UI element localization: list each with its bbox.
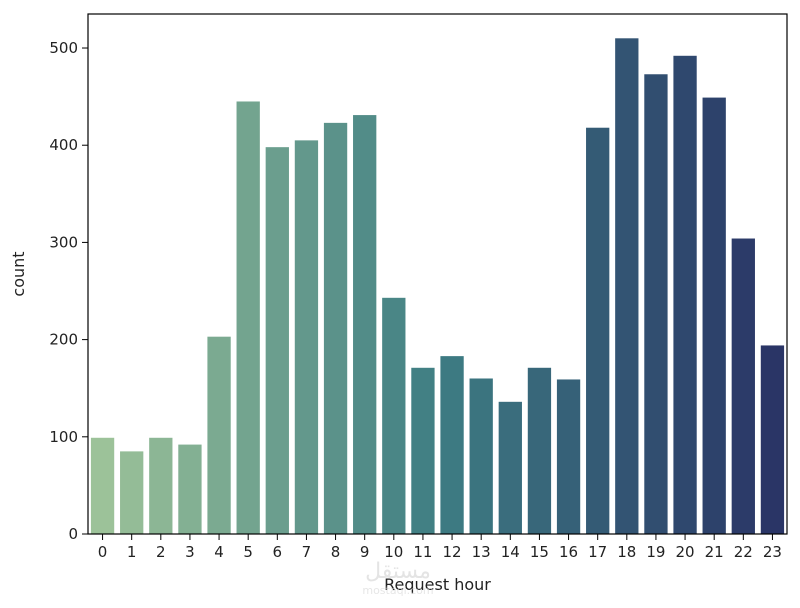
- x-tick-label: 23: [763, 543, 782, 561]
- bar-hour-12: [440, 356, 464, 534]
- bar-hour-22: [731, 238, 755, 534]
- bar-hour-1: [120, 451, 144, 534]
- x-tick-label: 11: [413, 543, 432, 561]
- y-axis: 0 100 200 300 400 500: [49, 39, 88, 543]
- watermark-logo: مستقل: [365, 559, 431, 584]
- bar-hour-13: [469, 378, 493, 534]
- x-tick-label: 12: [443, 543, 462, 561]
- watermark-subtext: mostaql.com: [362, 584, 433, 597]
- plot-frame: [87, 13, 788, 535]
- bar-hour-14: [498, 401, 522, 534]
- bar-hour-21: [702, 97, 726, 534]
- bar-hour-18: [615, 38, 639, 535]
- x-tick-label: 4: [214, 543, 224, 561]
- x-tick-label: 19: [646, 543, 665, 561]
- x-tick-label: 14: [501, 543, 520, 561]
- x-axis: 0 1 2 3 4 5 6 7 8 9 10 11 12 13 14 15 16 17 18 19 20 21 22 23: [98, 534, 782, 561]
- x-tick-label: 20: [676, 543, 695, 561]
- x-tick-label: 22: [734, 543, 753, 561]
- x-tick-label: 6: [273, 543, 283, 561]
- x-tick-label: 9: [360, 543, 370, 561]
- bar-hour-8: [323, 122, 348, 535]
- y-axis-label: count: [9, 251, 28, 296]
- bar-hour-5: [236, 101, 260, 534]
- x-tick-label: 1: [127, 543, 137, 561]
- x-axis-label: Request hour: [384, 575, 491, 594]
- bar-hour-3: [178, 444, 202, 534]
- bar-hour-2: [149, 437, 173, 534]
- x-tick-label: 21: [705, 543, 724, 561]
- bar-hour-17: [586, 127, 610, 534]
- y-tick-label: 500: [49, 39, 78, 57]
- x-tick-label: 3: [185, 543, 195, 561]
- x-tick-label: 18: [617, 543, 636, 561]
- bar-hour-9: [353, 115, 377, 534]
- x-tick-label: 13: [472, 543, 491, 561]
- x-tick-label: 2: [156, 543, 166, 561]
- y-tick-label: 200: [49, 331, 78, 349]
- bars-group: [90, 38, 785, 535]
- bar-hour-23: [760, 345, 785, 534]
- x-tick-label: 16: [559, 543, 578, 561]
- y-tick-label: 100: [49, 428, 78, 446]
- bar-hour-7: [294, 140, 319, 535]
- x-tick-label: 7: [302, 543, 312, 561]
- x-tick-label: 0: [98, 543, 108, 561]
- bar-hour-19: [644, 74, 668, 534]
- bar-hour-20: [673, 55, 697, 534]
- x-tick-label: 15: [530, 543, 549, 561]
- x-tick-label: 17: [588, 543, 607, 561]
- x-tick-label: 8: [331, 543, 341, 561]
- bar-hour-4: [207, 336, 231, 534]
- bar-hour-16: [556, 379, 581, 534]
- x-tick-label: 5: [243, 543, 253, 561]
- bar-hour-10: [382, 297, 406, 534]
- bar-hour-11: [411, 367, 435, 534]
- x-tick-label: 10: [384, 543, 403, 561]
- y-tick-label: 300: [49, 233, 78, 251]
- bar-hour-15: [527, 367, 552, 534]
- bar-hour-0: [90, 437, 115, 534]
- bar-hour-6: [265, 147, 289, 534]
- y-tick-label: 0: [68, 525, 78, 543]
- y-tick-label: 400: [49, 136, 78, 154]
